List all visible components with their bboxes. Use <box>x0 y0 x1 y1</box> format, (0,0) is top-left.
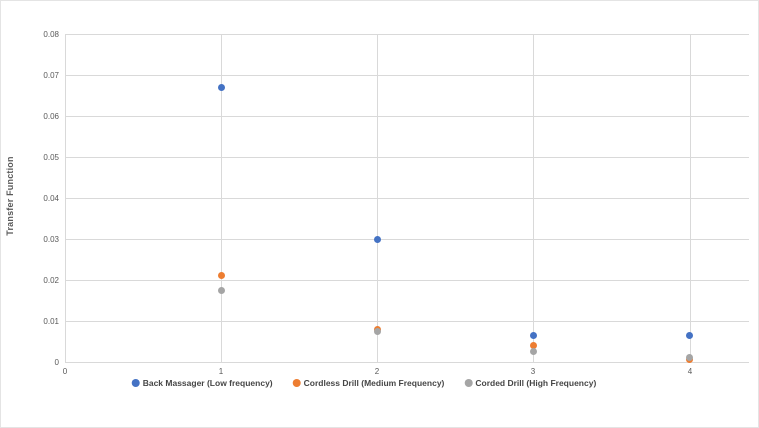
data-point[interactable] <box>217 286 225 294</box>
legend-label: Corded Drill (High Frequency) <box>475 378 597 388</box>
x-axis-tick-label: 4 <box>687 367 693 376</box>
data-point[interactable] <box>373 235 381 243</box>
y-axis-tick-label: 0.02 <box>43 276 59 285</box>
y-axis-tick-label: 0.06 <box>43 112 59 121</box>
y-axis-tick-label: 0.05 <box>43 153 59 162</box>
x-gridline <box>690 34 691 362</box>
legend-label: Back Massager (Low frequency) <box>142 378 273 388</box>
data-point[interactable] <box>217 83 225 91</box>
x-gridline <box>377 34 378 362</box>
x-axis-line <box>65 362 749 363</box>
y-axis-tick-label: 0.03 <box>43 235 59 244</box>
legend-label: Cordless Drill (Medium Frequency) <box>303 378 445 388</box>
data-point[interactable] <box>686 354 694 362</box>
data-point[interactable] <box>686 331 694 339</box>
y-axis-tick-label: 0.04 <box>43 194 59 203</box>
legend-marker-icon <box>292 379 301 387</box>
y-axis-tick-label: 0.01 <box>43 317 59 326</box>
data-point[interactable] <box>529 342 537 350</box>
data-point[interactable] <box>373 327 381 335</box>
x-axis-tick-label: 1 <box>218 367 224 376</box>
y-axis-line <box>65 34 66 362</box>
y-gridline <box>65 280 749 281</box>
x-gridline <box>221 34 222 362</box>
y-gridline <box>65 198 749 199</box>
x-axis-tick-label: 3 <box>530 367 536 376</box>
y-axis-tick-label: 0.07 <box>43 71 59 80</box>
y-gridline <box>65 75 749 76</box>
x-axis-tick-label: 0 <box>62 367 68 376</box>
data-point[interactable] <box>529 348 537 356</box>
x-gridline <box>533 34 534 362</box>
y-gridline <box>65 157 749 158</box>
legend-item-corded-drill[interactable]: Corded Drill (High Frequency) <box>464 378 596 388</box>
y-axis-title: Transfer Function <box>5 156 15 236</box>
legend-item-back-massager[interactable]: Back Massager (Low frequency) <box>131 378 273 388</box>
x-axis-tick-label: 2 <box>374 367 380 376</box>
legend-item-cordless-drill[interactable]: Cordless Drill (Medium Frequency) <box>292 378 445 388</box>
y-axis-tick-label: 0.08 <box>43 30 59 39</box>
data-point[interactable] <box>217 272 225 280</box>
legend-marker-icon <box>131 379 140 387</box>
y-gridline <box>65 239 749 240</box>
legend: Back Massager (Low frequency) Cordless D… <box>131 378 596 388</box>
data-point[interactable] <box>529 331 537 339</box>
y-gridline <box>65 116 749 117</box>
legend-marker-icon <box>464 379 473 387</box>
y-axis-tick-label: 0 <box>54 358 59 367</box>
y-gridline <box>65 321 749 322</box>
y-gridline <box>65 34 749 35</box>
